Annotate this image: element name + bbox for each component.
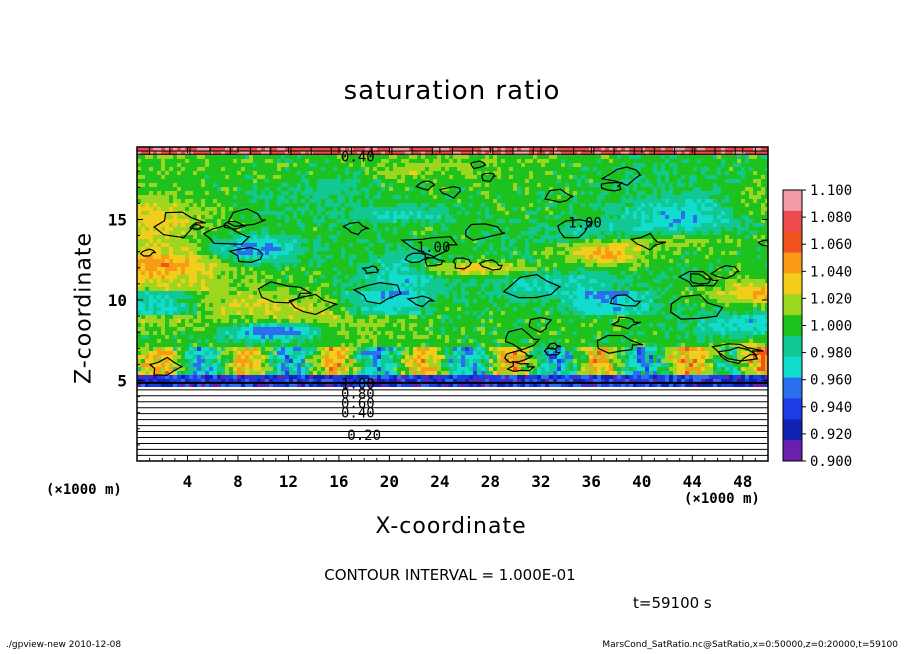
contour-label: 0.60 xyxy=(341,396,375,412)
colorbar-label: 1.100 xyxy=(810,183,852,199)
colorbar-label: 1.020 xyxy=(810,291,852,307)
colorbar-swatch xyxy=(783,210,802,233)
footer-source: MarsCond_SatRatio.nc@SatRatio,x=0:50000,… xyxy=(602,640,898,650)
contour-label: 0.40 xyxy=(341,406,375,422)
colorbar-label: 1.080 xyxy=(810,210,852,226)
colorbar-swatch xyxy=(783,419,802,441)
footer-command: ./gpview-new 2010-12-08 xyxy=(6,640,122,650)
x-tick-label: 40 xyxy=(632,472,651,491)
colorbar-swatch xyxy=(783,335,802,358)
colorbar-label: 0.900 xyxy=(810,454,852,470)
contour-label: 0.20 xyxy=(347,428,381,444)
contour-label: 1.00 xyxy=(341,377,375,393)
y-tick-label: 15 xyxy=(108,210,127,229)
colorbar-swatch xyxy=(783,356,802,379)
chart-title: saturation ratio xyxy=(343,76,561,106)
x-axis-label: X-coordinate xyxy=(375,514,527,539)
x-tick-label: 8 xyxy=(233,472,243,491)
colorbar-label: 0.940 xyxy=(810,400,852,416)
colorbar-swatch xyxy=(783,315,802,337)
colorbar-swatch xyxy=(783,273,802,295)
colorbar-swatch xyxy=(783,190,802,212)
y-axis: 5 10 15 xyxy=(108,170,768,446)
x-tick-label: 20 xyxy=(380,472,399,491)
x-tick-label: 24 xyxy=(430,472,449,491)
colorbar-swatch xyxy=(783,231,802,254)
colorbar-swatch xyxy=(783,398,802,420)
colorbar-label: 0.980 xyxy=(810,346,852,362)
colorbar-swatch xyxy=(783,440,802,462)
colorbar-label: 0.920 xyxy=(810,427,852,443)
y-tick-label: 5 xyxy=(117,371,127,390)
colorbar-label: 1.000 xyxy=(810,319,852,335)
time-label: t=59100 s xyxy=(633,594,712,612)
x-axis: 4 8 12 16 20 24 28 32 36 40 44 48 xyxy=(149,147,756,491)
colorbar-swatch xyxy=(783,294,802,316)
contour-interval-label: CONTOUR INTERVAL = 1.000E-01 xyxy=(324,566,576,584)
x-tick-label: 36 xyxy=(582,472,601,491)
x-axis-unit-right: (×1000 m) xyxy=(684,491,760,507)
colorbar-label: 1.060 xyxy=(810,237,852,253)
contour-label: 1.00 xyxy=(417,240,451,256)
contour-label: 0.80 xyxy=(341,386,375,402)
contour-label: 1.00 xyxy=(568,216,602,232)
contour-labels: 0.200.400.600.801.001.001.000.40 xyxy=(341,150,602,445)
y-tick-label: 10 xyxy=(108,291,127,310)
x-tick-label: 16 xyxy=(329,472,348,491)
colorbar-swatch xyxy=(783,252,802,274)
x-axis-unit-left: (×1000 m) xyxy=(46,482,122,498)
x-tick-label: 48 xyxy=(733,472,752,491)
x-tick-label: 44 xyxy=(683,472,702,491)
colorbar-label: 1.040 xyxy=(810,264,852,280)
x-tick-label: 4 xyxy=(183,472,193,491)
colorbar: 1.100 1.080 1.060 1.040 1.020 1.000 0.980 0.960… xyxy=(782,183,852,470)
contour-label: 0.40 xyxy=(341,150,375,166)
colorbar-label: 0.960 xyxy=(810,373,852,389)
x-tick-label: 28 xyxy=(481,472,500,491)
contour-lines xyxy=(137,147,768,456)
x-tick-label: 12 xyxy=(279,472,298,491)
saturation-field xyxy=(137,147,768,387)
x-tick-label: 32 xyxy=(531,472,550,491)
colorbar-swatch xyxy=(783,377,802,399)
